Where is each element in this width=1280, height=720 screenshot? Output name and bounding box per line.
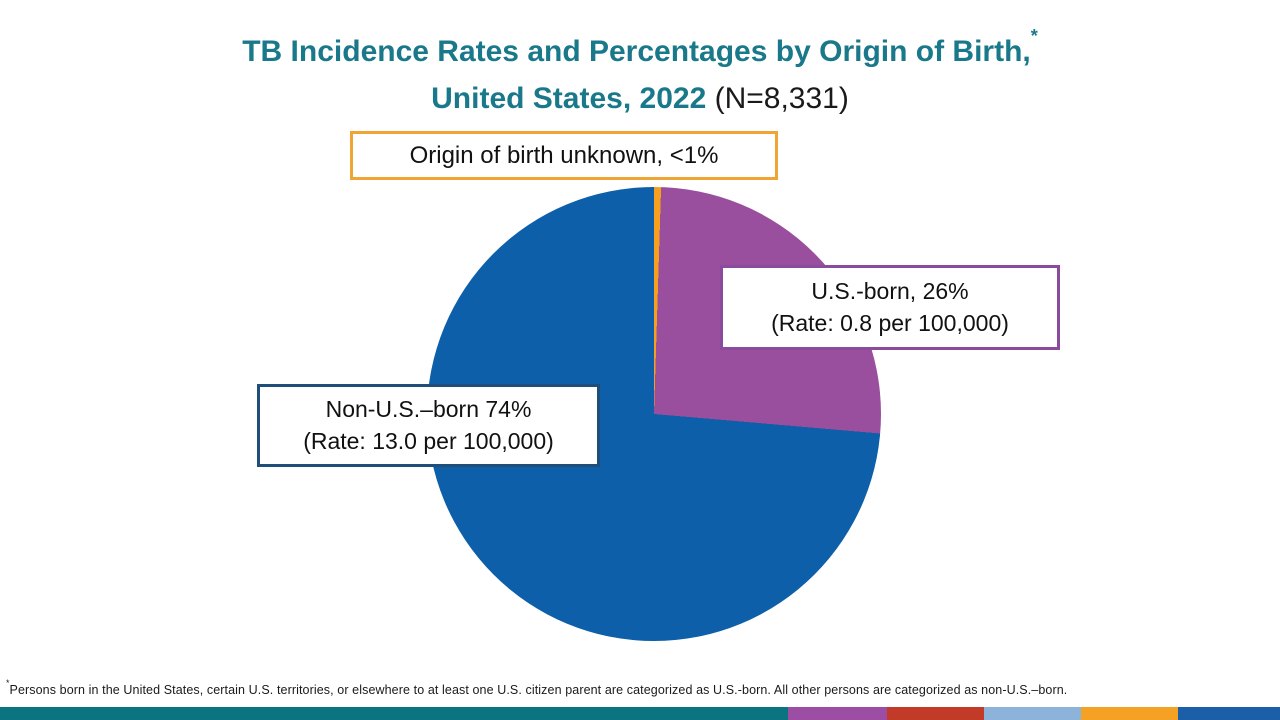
slide-title: TB Incidence Rates and Percentages by Or… xyxy=(0,21,1280,122)
callout-non-us-born-line2: (Rate: 13.0 per 100,000) xyxy=(303,427,554,454)
title-line-1: TB Incidence Rates and Percentages by Or… xyxy=(0,21,1280,75)
callout-us-born-line1: U.S.-born, 26% xyxy=(811,277,969,304)
footnote: *Persons born in the United States, cert… xyxy=(6,677,1274,698)
footer-bar-segment-red xyxy=(887,707,984,720)
title-line2-teal: United States, 2022 xyxy=(431,82,707,115)
title-line1-text: TB Incidence Rates and Percentages by Or… xyxy=(242,35,1031,68)
callout-origin-unknown-text: Origin of birth unknown, <1% xyxy=(409,141,719,169)
callout-us-born: U.S.-born, 26% (Rate: 0.8 per 100,000) xyxy=(720,265,1060,350)
footer-bar-segment-dark-blue xyxy=(1178,707,1280,720)
footer-bar-segment-purple xyxy=(788,707,887,720)
callout-non-us-born-line1: Non-U.S.–born 74% xyxy=(325,395,532,422)
callout-non-us-born: Non-U.S.–born 74% (Rate: 13.0 per 100,00… xyxy=(257,384,600,467)
footer-bar-segment-light-blue xyxy=(984,707,1081,720)
callout-us-born-line2: (Rate: 0.8 per 100,000) xyxy=(771,309,1009,336)
callout-origin-unknown: Origin of birth unknown, <1% xyxy=(350,131,778,180)
footnote-text: Persons born in the United States, certa… xyxy=(9,683,1068,698)
title-n-count: (N=8,331) xyxy=(714,82,849,115)
title-line-2: United States, 2022 (N=8,331) xyxy=(0,75,1280,122)
title-asterisk: * xyxy=(1030,25,1038,46)
footnote-asterisk: * xyxy=(6,677,10,688)
footer-accent-bar xyxy=(0,707,1280,720)
footer-bar-segment-orange xyxy=(1081,707,1178,720)
footer-bar-segment-teal xyxy=(0,707,788,720)
